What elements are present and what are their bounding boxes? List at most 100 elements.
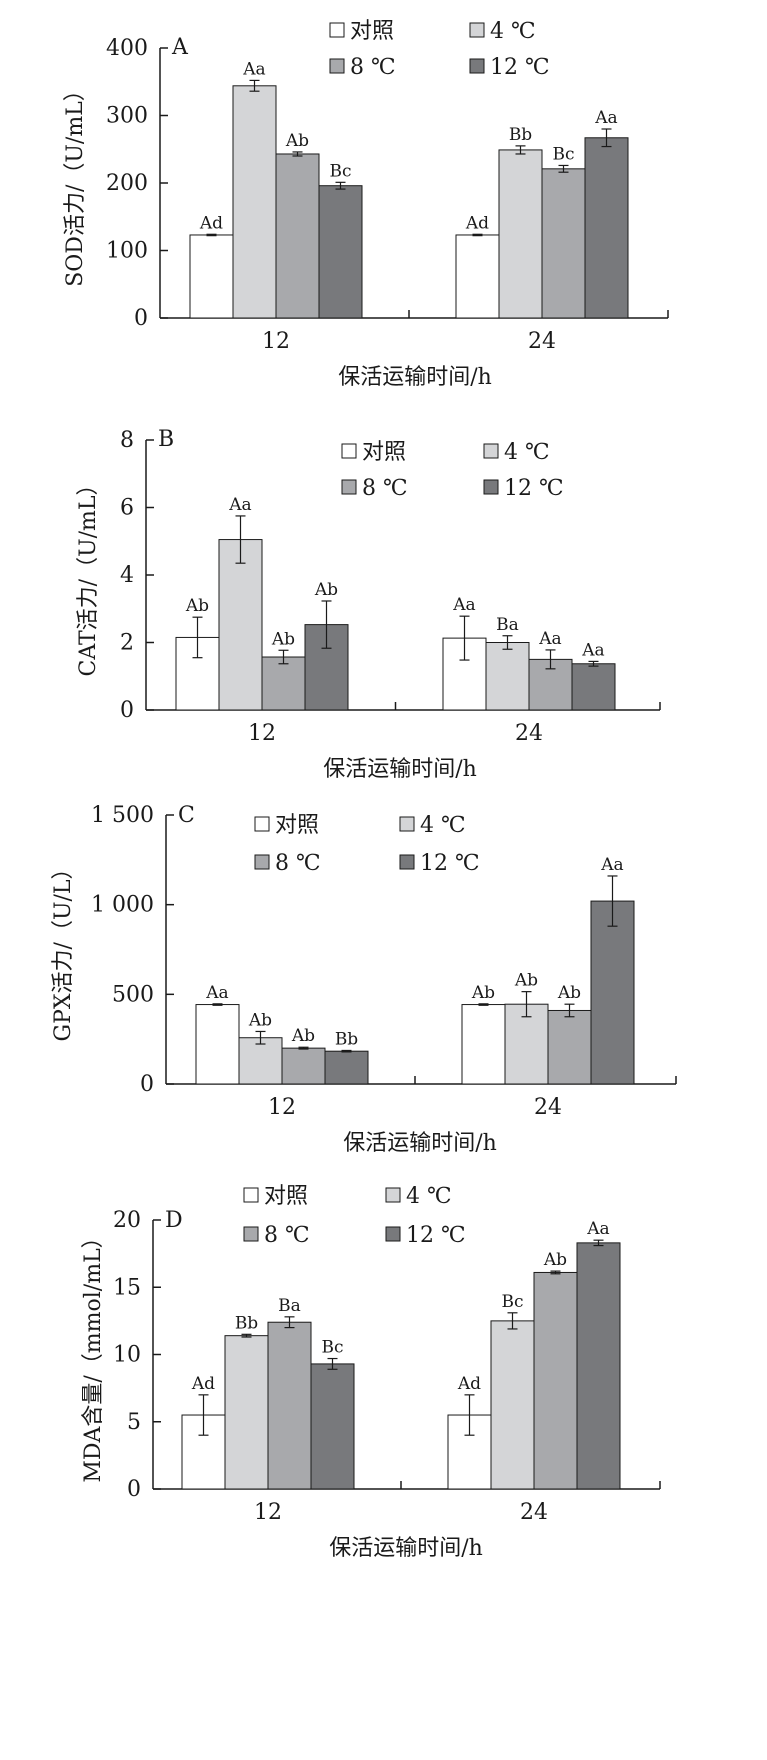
error-bar	[327, 1357, 338, 1370]
bar	[455, 234, 500, 319]
x-axis-title: 保活运输时间/h	[329, 1536, 483, 1561]
significance-label: Ad	[199, 213, 223, 233]
error-bar	[249, 79, 260, 92]
error-bar	[235, 515, 246, 564]
x-tick-label: 12	[268, 1095, 296, 1120]
significance-label: Aa	[594, 108, 617, 128]
significance-label: Ab	[185, 596, 209, 616]
significance-label: Ab	[543, 1250, 567, 1270]
significance-label: Bc	[329, 161, 351, 181]
error-bar	[212, 1003, 223, 1006]
y-tick-label: 15	[113, 1275, 141, 1300]
error-bar	[558, 164, 569, 173]
bar	[541, 168, 586, 319]
y-axis-title: CAT活力/（U/mL）	[76, 473, 101, 676]
significance-label: Aa	[242, 59, 265, 79]
x-axis-title: 保活运输时间/h	[343, 1131, 497, 1156]
y-tick-label: 6	[120, 496, 134, 521]
bar	[275, 153, 320, 319]
x-tick-label: 24	[528, 329, 556, 354]
error-bar	[607, 875, 618, 927]
bar	[238, 1037, 283, 1085]
x-tick-label: 24	[520, 1500, 548, 1525]
legend-label: 8 ℃	[275, 851, 321, 876]
legend-label: 8 ℃	[362, 476, 408, 501]
legend-label: 12 ℃	[406, 1223, 466, 1248]
bar	[490, 1320, 535, 1490]
panel-label: A	[171, 35, 189, 60]
legend: 对照 4 ℃ 8 ℃ 12 ℃	[329, 19, 550, 80]
y-tick-label: 20	[113, 1208, 141, 1233]
significance-label: Aa	[538, 629, 561, 649]
y-axis-title: MDA含量/（mmol/mL）	[81, 1226, 106, 1482]
y-tick-label: 0	[127, 1477, 141, 1502]
chart-panel-d: 0 5 10 15 20 12 24 Ad Ad Bb Bc Ba Ab Bc Aa 对照 4 ℃ 8 ℃ 12 ℃…	[81, 1184, 661, 1561]
error-bar	[588, 660, 599, 667]
legend-swatch	[483, 479, 499, 495]
significance-label: Ab	[271, 629, 295, 649]
y-axis-title: GPX活力/（U/L）	[51, 857, 76, 1041]
error-bar	[601, 128, 612, 148]
y-tick-label: 1 500	[91, 803, 154, 828]
significance-label: Ab	[471, 983, 495, 1003]
legend-swatch	[469, 22, 485, 38]
error-bar	[321, 600, 332, 649]
y-tick-label: 500	[112, 982, 154, 1007]
x-tick-label: 12	[254, 1500, 282, 1525]
legend-swatch	[469, 58, 485, 74]
y-tick-label: 2	[120, 631, 134, 656]
x-tick-label: 12	[262, 329, 290, 354]
legend-swatch	[341, 443, 357, 459]
error-bar	[278, 649, 289, 665]
error-bar	[550, 1270, 561, 1275]
error-bar	[298, 1046, 309, 1050]
legend-label: 12 ℃	[504, 476, 564, 501]
significance-label: Ad	[457, 1374, 481, 1394]
legend-swatch	[329, 22, 345, 38]
significance-label: Bc	[321, 1338, 343, 1358]
bar	[590, 900, 635, 1085]
legend-swatch	[483, 443, 499, 459]
error-bar	[341, 1049, 352, 1053]
significance-label: Ba	[278, 1296, 301, 1316]
error-bar	[192, 616, 203, 659]
significance-label: Bc	[501, 1292, 523, 1312]
error-bar	[464, 1394, 475, 1436]
significance-label: Aa	[228, 495, 251, 515]
y-tick-label: 5	[127, 1410, 141, 1435]
significance-label: Aa	[581, 640, 604, 660]
y-tick-label: 4	[120, 563, 134, 588]
y-axis-title: SOD活力/（U/mL）	[63, 79, 88, 287]
bar	[224, 1335, 269, 1490]
y-tick-label: 1 000	[91, 893, 154, 918]
error-bar	[335, 181, 346, 190]
error-bar	[521, 991, 532, 1018]
x-tick-label: 12	[248, 721, 276, 746]
significance-label: Ab	[514, 971, 538, 991]
y-tick-label: 10	[113, 1343, 141, 1368]
significance-label: Aa	[205, 983, 228, 1003]
y-tick-label: 0	[134, 306, 148, 331]
significance-label: Bb	[335, 1029, 358, 1049]
legend-label: 8 ℃	[350, 55, 396, 80]
significance-label: Ab	[557, 983, 581, 1003]
error-bar	[564, 1003, 575, 1018]
legend-label: 对照	[275, 813, 319, 838]
significance-label: Ba	[496, 615, 519, 635]
error-bar	[255, 1030, 266, 1045]
legend-label: 4 ℃	[406, 1184, 452, 1209]
bar	[218, 539, 263, 711]
bar	[461, 1004, 506, 1085]
legend-swatch	[385, 1187, 401, 1203]
bar	[232, 85, 277, 319]
bar	[485, 642, 530, 711]
bar	[498, 149, 543, 319]
legend-swatch	[399, 854, 415, 870]
legend-swatch	[243, 1187, 259, 1203]
x-tick-label: 24	[534, 1095, 562, 1120]
significance-label: Bb	[509, 125, 532, 145]
error-bar	[206, 233, 217, 237]
significance-label: Ab	[248, 1010, 272, 1030]
